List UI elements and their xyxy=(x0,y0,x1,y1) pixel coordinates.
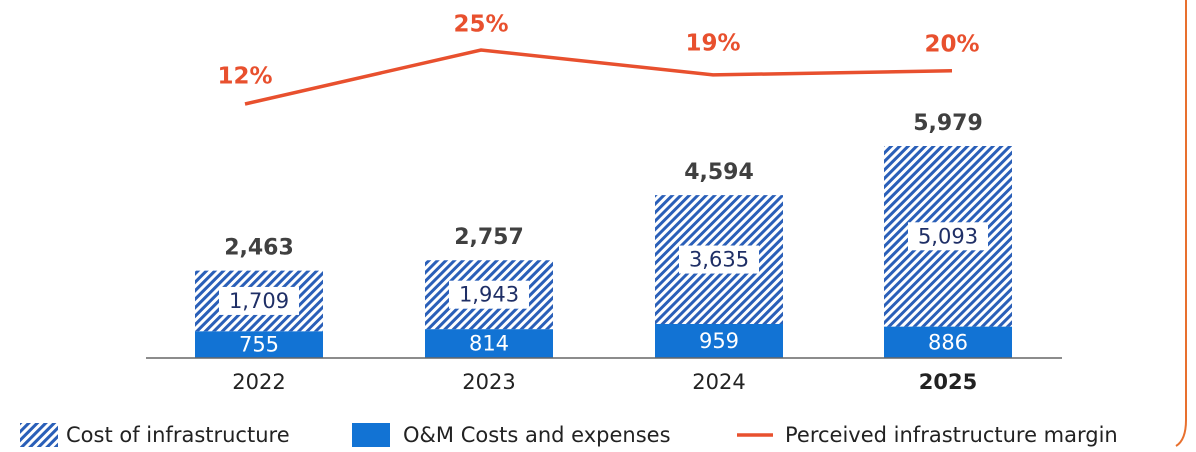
total-label: 5,979 xyxy=(913,111,983,136)
segment-label: 1,709 xyxy=(229,289,289,313)
label-bg xyxy=(679,245,759,274)
line-label: 12% xyxy=(217,64,272,90)
bar-segment xyxy=(884,326,1012,358)
line-label: 19% xyxy=(685,30,740,56)
legend-swatch xyxy=(20,423,58,447)
segment-label: 5,093 xyxy=(918,224,978,248)
segment-label: 814 xyxy=(469,332,509,356)
segment-label: 959 xyxy=(699,329,739,353)
margin-line xyxy=(244,48,953,106)
bar-segment xyxy=(425,329,553,358)
line-label: 20% xyxy=(924,31,979,57)
legend-swatch xyxy=(352,423,390,447)
segment-label: 886 xyxy=(928,330,968,354)
segment-label: 755 xyxy=(239,333,279,357)
line-label: 25% xyxy=(453,12,508,38)
legend-label: Perceived infrastructure margin xyxy=(785,423,1118,447)
segment-label: 3,635 xyxy=(689,248,749,272)
label-bg xyxy=(908,222,988,251)
bar-segment xyxy=(195,331,323,358)
x-tick-label: 2025 xyxy=(919,370,977,394)
x-tick-label: 2023 xyxy=(462,370,515,394)
bar-segment xyxy=(655,323,783,358)
x-tick-label: 2024 xyxy=(692,370,745,394)
legend-label: Cost of infrastructure xyxy=(66,423,290,447)
frame-edge xyxy=(1175,0,1187,447)
total-label: 2,757 xyxy=(454,225,524,250)
legend-label: O&M Costs and expenses xyxy=(403,423,671,447)
x-tick-label: 2022 xyxy=(232,370,285,394)
total-label: 4,594 xyxy=(684,160,754,185)
label-bg xyxy=(219,286,299,315)
total-label: 2,463 xyxy=(224,236,294,261)
label-bg xyxy=(449,280,529,309)
segment-label: 1,943 xyxy=(459,283,519,307)
